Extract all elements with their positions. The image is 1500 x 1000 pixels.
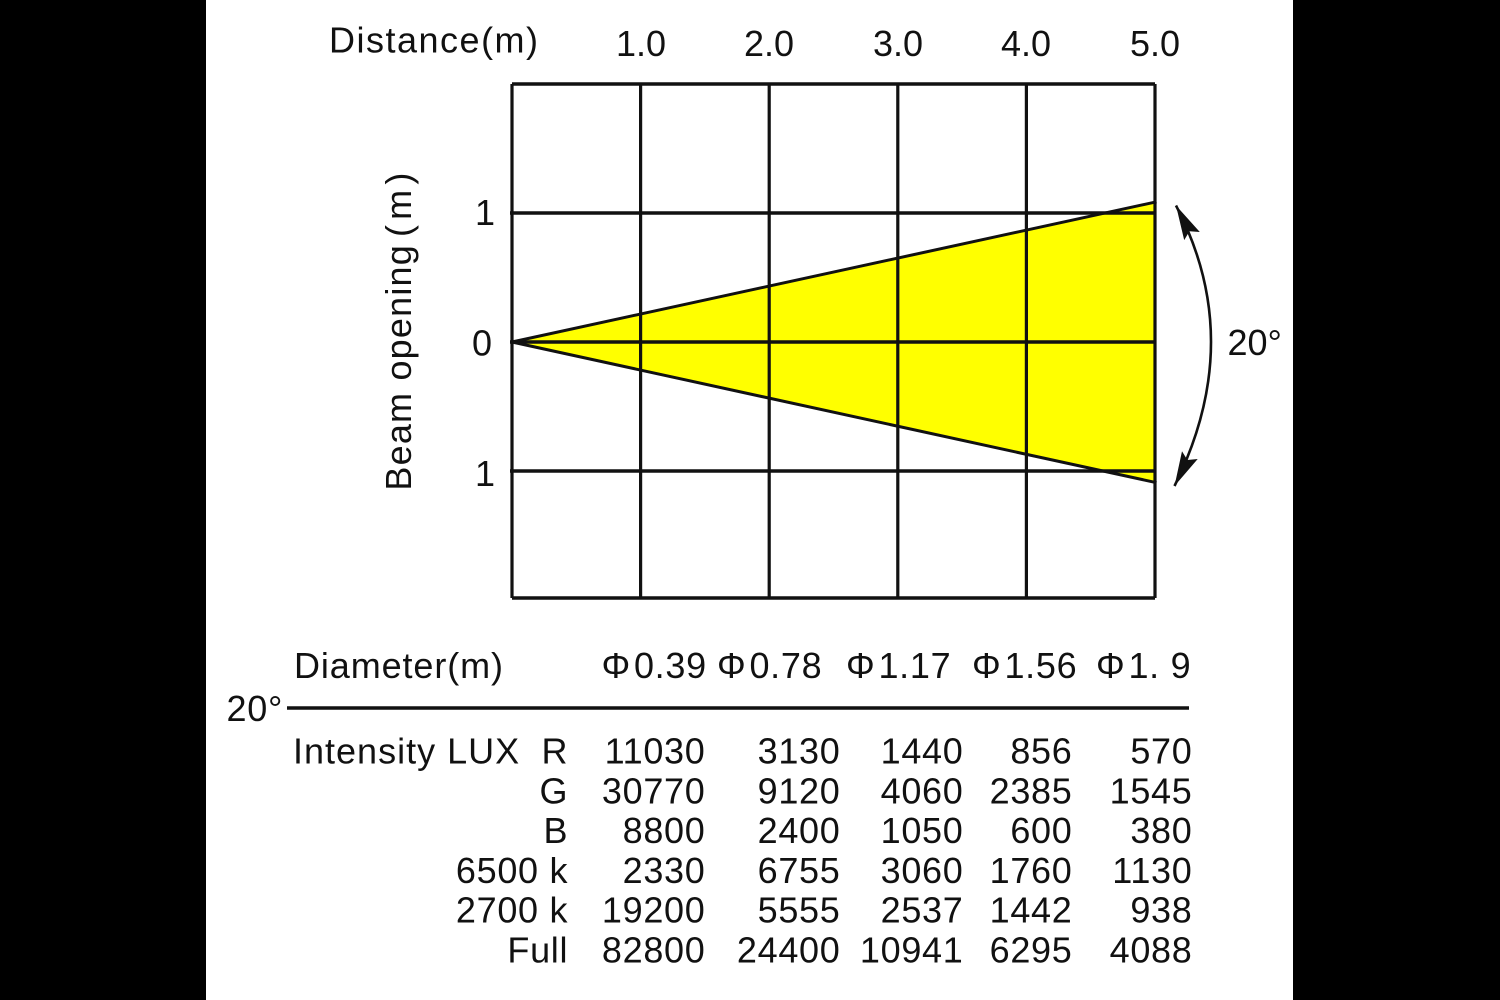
svg-text:Distance(m): Distance(m)	[329, 20, 540, 61]
svg-text:Intensity LUX: Intensity LUX	[293, 731, 520, 772]
svg-text:1130: 1130	[1112, 850, 1192, 891]
svg-text:Φ1.17: Φ1.17	[846, 645, 951, 686]
svg-text:0: 0	[472, 323, 492, 364]
svg-text:6755: 6755	[758, 850, 841, 891]
svg-text:10941: 10941	[860, 929, 964, 970]
svg-text:Φ0.78: Φ0.78	[717, 645, 822, 686]
svg-text:20°: 20°	[227, 688, 284, 729]
svg-text:1440: 1440	[881, 731, 964, 772]
svg-text:2330: 2330	[623, 850, 706, 891]
svg-text:1545: 1545	[1110, 770, 1193, 811]
svg-text:4.0: 4.0	[1001, 23, 1051, 64]
svg-text:1050: 1050	[881, 810, 964, 851]
svg-text:4060: 4060	[881, 770, 964, 811]
svg-text:3130: 3130	[758, 731, 841, 772]
svg-text:3.0: 3.0	[873, 23, 923, 64]
svg-text:2700 k: 2700 k	[456, 890, 569, 931]
svg-text:938: 938	[1130, 890, 1192, 931]
svg-text:Beam opening(m): Beam opening(m)	[378, 171, 419, 490]
svg-text:19200: 19200	[602, 890, 706, 931]
svg-text:1442: 1442	[990, 890, 1073, 931]
svg-text:1760: 1760	[990, 850, 1073, 891]
svg-text:6295: 6295	[990, 929, 1073, 970]
svg-text:6500 k: 6500 k	[456, 850, 569, 891]
svg-text:9120: 9120	[758, 770, 841, 811]
svg-text:Φ1.56: Φ1.56	[972, 645, 1077, 686]
svg-text:856: 856	[1010, 731, 1072, 772]
svg-text:570: 570	[1130, 731, 1192, 772]
svg-text:5555: 5555	[758, 890, 841, 931]
svg-text:2537: 2537	[881, 890, 964, 931]
svg-text:20°: 20°	[1228, 322, 1282, 363]
svg-text:5.0: 5.0	[1130, 23, 1180, 64]
svg-text:2.0: 2.0	[744, 23, 794, 64]
svg-text:B: B	[543, 810, 568, 851]
svg-text:24400: 24400	[737, 929, 841, 970]
svg-text:8800: 8800	[623, 810, 706, 851]
svg-text:Φ0.39: Φ0.39	[602, 645, 707, 686]
svg-text:R: R	[541, 731, 568, 772]
svg-text:G: G	[539, 770, 568, 811]
svg-text:380: 380	[1130, 810, 1192, 851]
svg-text:Full: Full	[507, 929, 568, 970]
svg-text:1.0: 1.0	[616, 23, 666, 64]
svg-text:2385: 2385	[990, 770, 1073, 811]
svg-text:3060: 3060	[881, 850, 964, 891]
svg-text:1: 1	[475, 453, 495, 494]
svg-text:1: 1	[475, 192, 495, 233]
svg-text:600: 600	[1010, 810, 1072, 851]
svg-text:11030: 11030	[605, 731, 706, 772]
svg-text:2400: 2400	[758, 810, 841, 851]
svg-text:82800: 82800	[602, 929, 706, 970]
svg-text:4088: 4088	[1110, 929, 1193, 970]
svg-text:Φ1. 9: Φ1. 9	[1096, 645, 1191, 686]
svg-text:Diameter(m): Diameter(m)	[294, 645, 504, 686]
svg-text:30770: 30770	[602, 770, 706, 811]
